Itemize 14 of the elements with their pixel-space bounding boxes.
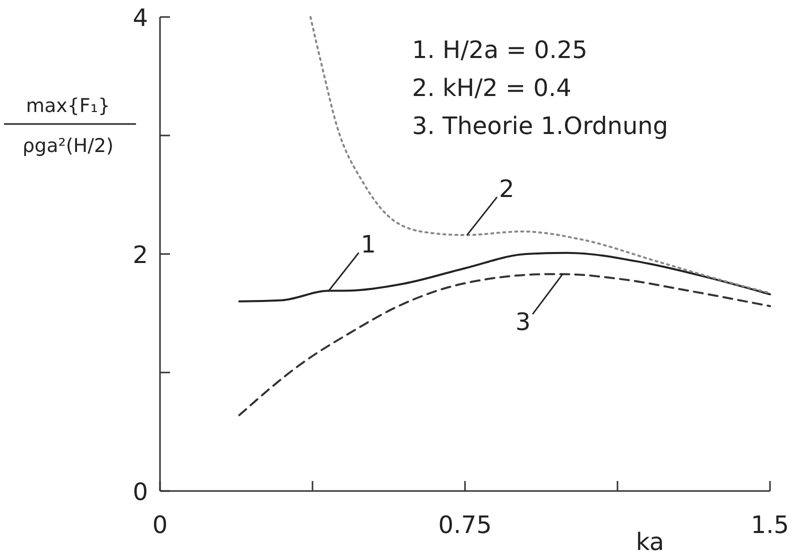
x-axis-title: ka	[636, 528, 664, 556]
y-tick-label: 4	[132, 4, 148, 32]
x-tick-label: 0.75	[438, 511, 492, 539]
annotation: 3. Theorie 1.Ordnung	[412, 112, 668, 140]
annotation: 1	[360, 230, 376, 259]
annotation: 3	[515, 308, 531, 336]
annotation: 2	[499, 175, 514, 204]
y-axis-title: max{F₁} ρga²(H/2)	[22, 95, 114, 157]
x-tick-label: 1.5	[750, 511, 790, 539]
annotation: 1. H/2a = 0.25	[412, 36, 588, 64]
annotation: 2. kH/2 = 0.4	[412, 74, 572, 102]
x-tick-label: 0	[152, 511, 168, 539]
y-tick-label: 0	[132, 478, 148, 506]
y-tick-label: 2	[132, 241, 148, 269]
